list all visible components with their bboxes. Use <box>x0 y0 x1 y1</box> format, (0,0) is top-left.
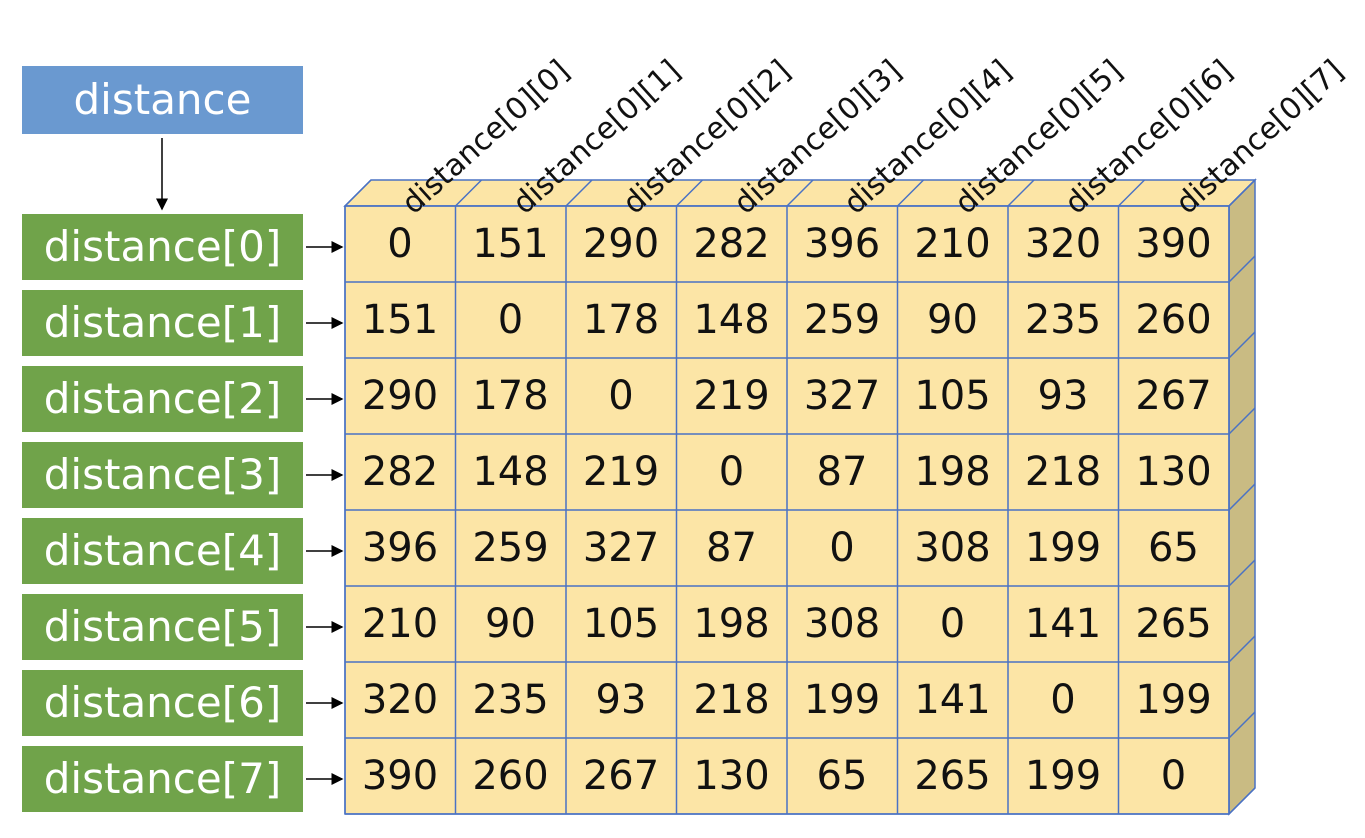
matrix-cell: 308 <box>914 525 991 571</box>
row-label: distance[4] <box>22 518 303 584</box>
matrix-cell: 390 <box>1135 221 1212 267</box>
side-diagonal-line <box>1228 787 1256 815</box>
matrix-cell: 93 <box>1037 373 1089 419</box>
matrix-cell: 260 <box>472 753 549 799</box>
matrix-cell: 93 <box>595 677 647 723</box>
matrix-cell: 267 <box>1135 373 1212 419</box>
matrix-cell: 282 <box>693 221 770 267</box>
side-diagonal-line <box>1228 331 1256 359</box>
matrix-cell: 87 <box>706 525 757 571</box>
row-label: distance[3] <box>22 442 303 508</box>
matrix-cell: 265 <box>914 753 991 799</box>
top-diagonal-line <box>565 179 593 207</box>
matrix-cell: 141 <box>914 677 991 723</box>
side-diagonal-line <box>1228 179 1256 207</box>
matrix-cell: 65 <box>816 753 868 799</box>
matrix-cell: 0 <box>608 373 634 419</box>
matrix-cell: 218 <box>693 677 770 723</box>
top-diagonal-line <box>786 179 814 207</box>
matrix-cell: 105 <box>582 601 660 647</box>
matrix-cell: 265 <box>1135 601 1212 647</box>
top-diagonal-line <box>344 179 372 207</box>
matrix-cell: 259 <box>472 525 549 571</box>
matrix-cell: 130 <box>1135 449 1212 495</box>
side-diagonal-line <box>1228 255 1256 283</box>
side-diagonal-line <box>1228 483 1256 511</box>
side-diagonal-line <box>1228 407 1256 435</box>
matrix-cell: 210 <box>914 221 991 267</box>
side-diagonal-line <box>1228 635 1256 663</box>
matrix-cell: 308 <box>803 601 881 647</box>
matrix-cell: 327 <box>803 373 881 419</box>
top-diagonal-line <box>675 179 704 207</box>
matrix-cell: 0 <box>497 297 524 343</box>
matrix-cell: 199 <box>1024 753 1102 799</box>
matrix-cell: 148 <box>472 449 549 495</box>
root-array-label: distance <box>22 66 303 134</box>
matrix-cell: 219 <box>693 373 770 419</box>
matrix-cell: 151 <box>472 221 549 267</box>
matrix-cell: 235 <box>1024 297 1102 343</box>
matrix-cell: 199 <box>1024 525 1102 571</box>
matrix-cell: 218 <box>1024 449 1102 495</box>
matrix-cell: 198 <box>914 449 991 495</box>
matrix-cell: 396 <box>361 525 439 571</box>
top-diagonal-line <box>1117 179 1146 207</box>
matrix-cell: 90 <box>485 601 536 647</box>
matrix-cell: 87 <box>816 449 868 495</box>
row-label: distance[2] <box>22 366 303 432</box>
matrix-cell: 259 <box>803 297 881 343</box>
matrix-cell: 0 <box>1160 753 1187 799</box>
matrix-cell: 151 <box>361 297 439 343</box>
matrix-cell: 290 <box>582 221 660 267</box>
top-diagonal-line <box>896 179 925 207</box>
matrix-cell: 290 <box>361 373 439 419</box>
matrix-cell: 0 <box>939 601 966 647</box>
top-diagonal-line <box>1007 179 1035 207</box>
matrix-cell: 199 <box>1135 677 1212 723</box>
matrix-cell: 178 <box>582 297 660 343</box>
row-label: distance[6] <box>22 670 303 736</box>
matrix-cell: 396 <box>803 221 881 267</box>
matrix-cell: 320 <box>1024 221 1102 267</box>
matrix-cell: 0 <box>1050 677 1076 723</box>
side-diagonal-line <box>1228 559 1256 587</box>
matrix-cell: 320 <box>361 677 439 723</box>
matrix-cell: 198 <box>693 601 770 647</box>
row-label: distance[1] <box>22 290 303 356</box>
matrix-cell: 390 <box>361 753 439 799</box>
matrix-cell: 0 <box>718 449 745 495</box>
matrix-cell: 0 <box>829 525 855 571</box>
top-diagonal-line <box>454 179 483 207</box>
matrix-cell: 0 <box>387 221 413 267</box>
matrix-cell: 219 <box>582 449 660 495</box>
row-label: distance[7] <box>22 746 303 812</box>
matrix-cell: 267 <box>582 753 660 799</box>
matrix-cell: 141 <box>1024 601 1102 647</box>
matrix-cell: 65 <box>1148 525 1199 571</box>
matrix-cell: 148 <box>693 297 770 343</box>
matrix-cell: 105 <box>914 373 991 419</box>
matrix-cell: 260 <box>1135 297 1212 343</box>
matrix-cell: 235 <box>472 677 549 723</box>
side-diagonal-line <box>1228 711 1256 739</box>
matrix-cell: 199 <box>803 677 881 723</box>
matrix-cell: 178 <box>472 373 549 419</box>
row-label: distance[5] <box>22 594 303 660</box>
matrix-cell: 327 <box>582 525 660 571</box>
matrix-cell: 130 <box>693 753 770 799</box>
matrix-cell: 210 <box>361 601 439 647</box>
matrix-cell: 90 <box>927 297 978 343</box>
matrix-cell: 282 <box>361 449 439 495</box>
row-label: distance[0] <box>22 214 303 280</box>
